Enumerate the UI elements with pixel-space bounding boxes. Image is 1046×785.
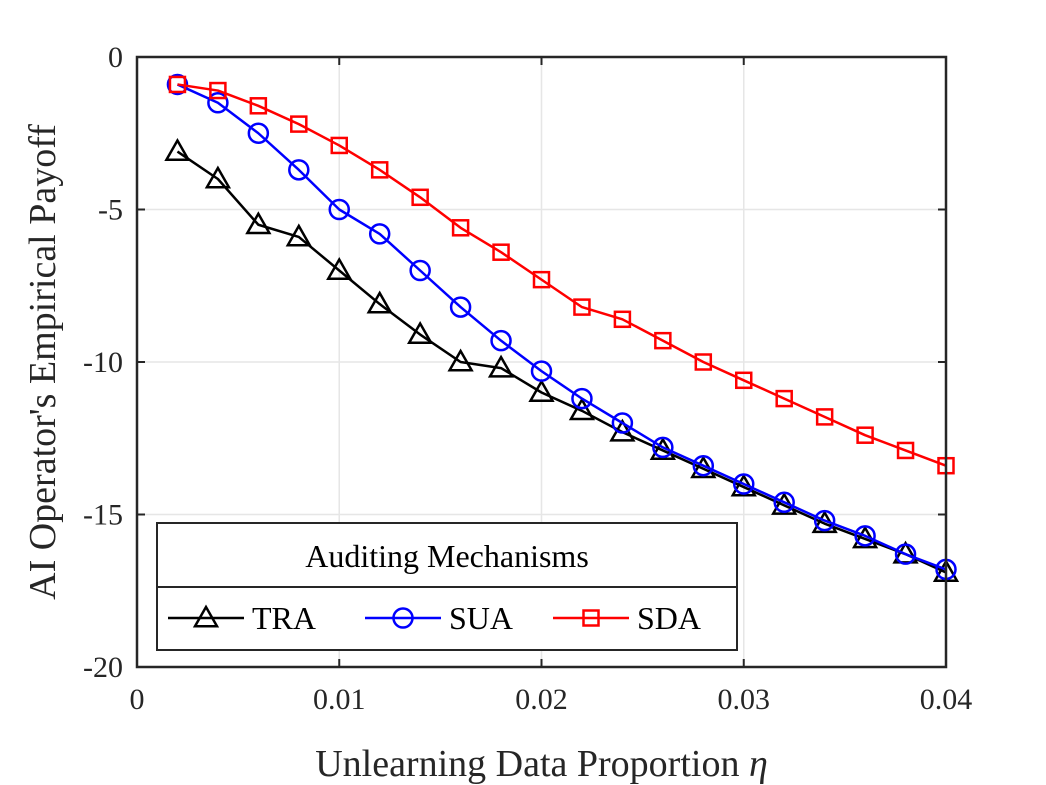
data-point-sua bbox=[854, 525, 876, 547]
legend-label-sda: SDA bbox=[637, 600, 701, 636]
x-tick-label: 0.04 bbox=[920, 683, 973, 716]
y-axis-title: AI Operator's Empirical Payoff bbox=[22, 124, 64, 600]
data-point-sda bbox=[735, 371, 753, 390]
data-point-sua bbox=[652, 436, 674, 459]
tick-labels: 0 0.01 0.02 0.03 0.04 -20 -15 -10 -5 0 bbox=[83, 41, 972, 716]
data-point-tra bbox=[164, 138, 191, 162]
data-point-sda bbox=[856, 426, 874, 444]
legend-marker-sda bbox=[582, 609, 600, 627]
x-tick-label: 0 bbox=[130, 683, 145, 716]
data-point-tra bbox=[285, 223, 312, 247]
data-point-tra bbox=[326, 256, 353, 280]
legend: Auditing Mechanisms TRA SUA SDA bbox=[156, 522, 738, 651]
data-point-sda bbox=[896, 441, 915, 460]
data-point-sua bbox=[530, 360, 553, 382]
y-tick-label: -5 bbox=[98, 194, 123, 227]
data-point-sda bbox=[532, 270, 551, 289]
data-point-sua bbox=[368, 223, 391, 245]
series-sda bbox=[168, 75, 955, 475]
series-sua bbox=[166, 73, 957, 581]
legend-title: Auditing Mechanisms bbox=[305, 538, 589, 574]
series-line-tra bbox=[176, 150, 947, 574]
x-axis-label-symbol: η bbox=[749, 743, 768, 785]
ticks bbox=[136, 56, 947, 668]
data-point-tra bbox=[245, 211, 272, 235]
y-tick-label: -20 bbox=[83, 651, 123, 684]
data-point-sda bbox=[613, 310, 632, 329]
x-axis-label-text: Unlearning Data Proportion bbox=[315, 743, 739, 785]
data-point-sua bbox=[490, 329, 512, 352]
data-point-tra bbox=[528, 378, 555, 402]
data-point-sua bbox=[288, 159, 310, 181]
y-tick-label: -15 bbox=[83, 499, 123, 532]
data-point-tra bbox=[406, 321, 434, 345]
data-point-sua bbox=[773, 491, 795, 514]
data-point-sda bbox=[209, 81, 227, 100]
data-point-sda bbox=[492, 243, 510, 261]
legend-entry-sua: SUA bbox=[365, 600, 513, 636]
legend-marker-sua bbox=[392, 607, 414, 629]
data-point-tra bbox=[487, 354, 515, 378]
data-point-tra bbox=[447, 348, 474, 372]
data-point-sda bbox=[370, 161, 389, 179]
data-point-sua bbox=[207, 92, 229, 114]
x-tick-label: 0.01 bbox=[313, 683, 366, 716]
data-point-sda bbox=[290, 115, 308, 133]
legend-entry-tra: TRA bbox=[168, 600, 316, 636]
data-point-tra bbox=[204, 165, 232, 189]
data-point-sda bbox=[411, 188, 429, 207]
data-point-sda bbox=[249, 97, 268, 115]
data-point-sua bbox=[328, 198, 350, 221]
data-point-sua bbox=[894, 543, 917, 565]
data-point-tra bbox=[366, 290, 393, 314]
data-point-tra bbox=[568, 397, 596, 421]
x-tick-label: 0.02 bbox=[515, 683, 568, 716]
series-group bbox=[164, 73, 960, 582]
data-point-sda bbox=[451, 219, 470, 237]
y-tick-label: -10 bbox=[83, 346, 123, 379]
x-tick-label: 0.03 bbox=[718, 683, 771, 716]
data-point-sua bbox=[409, 259, 431, 282]
data-point-sda bbox=[168, 75, 187, 94]
data-point-sua bbox=[449, 296, 472, 318]
data-point-sua bbox=[571, 387, 593, 410]
data-point-sua bbox=[733, 473, 755, 495]
data-point-sua bbox=[247, 122, 270, 144]
series-line-sua bbox=[176, 83, 947, 571]
data-point-sda bbox=[573, 298, 591, 316]
data-point-sua bbox=[692, 454, 715, 477]
legend-label-sua: SUA bbox=[449, 600, 513, 636]
data-point-sda bbox=[775, 389, 793, 408]
x-axis-title: Unlearning Data Proportion η bbox=[315, 743, 768, 785]
legend-entry-sda: SDA bbox=[553, 600, 701, 636]
legend-entries: TRA SUA SDA bbox=[168, 600, 701, 636]
data-point-sua bbox=[611, 412, 634, 434]
legend-marker-tra bbox=[192, 604, 220, 628]
data-point-sua bbox=[813, 509, 836, 532]
data-point-sda bbox=[815, 408, 834, 426]
y-tick-label: 0 bbox=[108, 41, 123, 74]
data-point-sda bbox=[654, 331, 672, 350]
legend-label-tra: TRA bbox=[252, 600, 316, 636]
data-point-sua bbox=[166, 73, 189, 96]
data-point-sda bbox=[694, 353, 713, 371]
data-point-sda bbox=[330, 136, 348, 155]
